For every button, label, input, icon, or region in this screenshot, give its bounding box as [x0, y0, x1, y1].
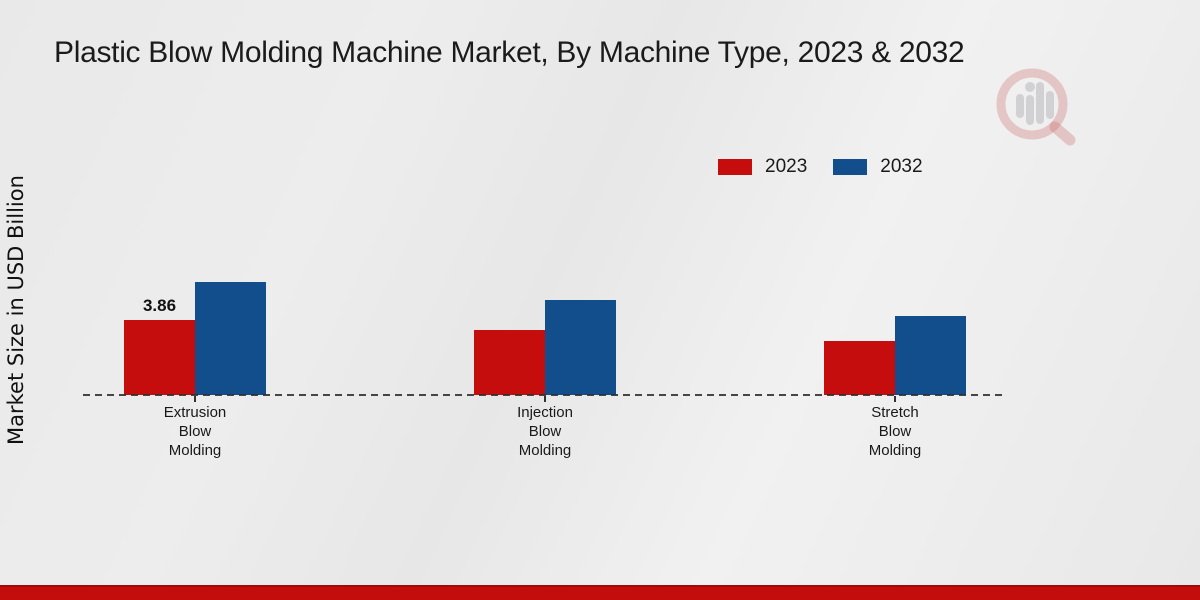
x-axis-tick	[544, 396, 546, 402]
y-axis-title: Market Size in USD Billion	[4, 175, 28, 445]
legend-swatch-2032	[833, 159, 868, 175]
category-label-group2: Injection Blow Molding	[517, 404, 573, 460]
magnifier-bar-chart-logo-icon	[996, 68, 1076, 146]
legend-item-2032: 2032	[833, 156, 923, 178]
legend-label: 2032	[880, 156, 923, 177]
bar-2023-group1	[124, 320, 195, 395]
bar-value-label: 3.86	[142, 296, 177, 315]
category-label-group3: Stretch Blow Molding	[868, 404, 922, 460]
bar-2032-group2	[545, 300, 616, 395]
chart-title: Plastic Blow Molding Machine Market, By …	[54, 36, 965, 69]
legend: 2023 2032	[718, 156, 923, 178]
x-axis-tick	[894, 396, 896, 402]
legend-swatch-2023	[718, 159, 752, 175]
bar-2023-group3	[824, 341, 895, 395]
bar-2023-group2	[474, 330, 545, 395]
bar-2032-group3	[895, 316, 966, 395]
legend-label: 2023	[765, 156, 808, 177]
category-label-group1: Extrusion Blow Molding	[163, 404, 227, 460]
footer-accent-bar	[0, 585, 1200, 600]
legend-item-2023: 2023	[718, 156, 807, 178]
bar-2032-group1	[195, 282, 266, 395]
x-axis-tick	[194, 396, 196, 402]
